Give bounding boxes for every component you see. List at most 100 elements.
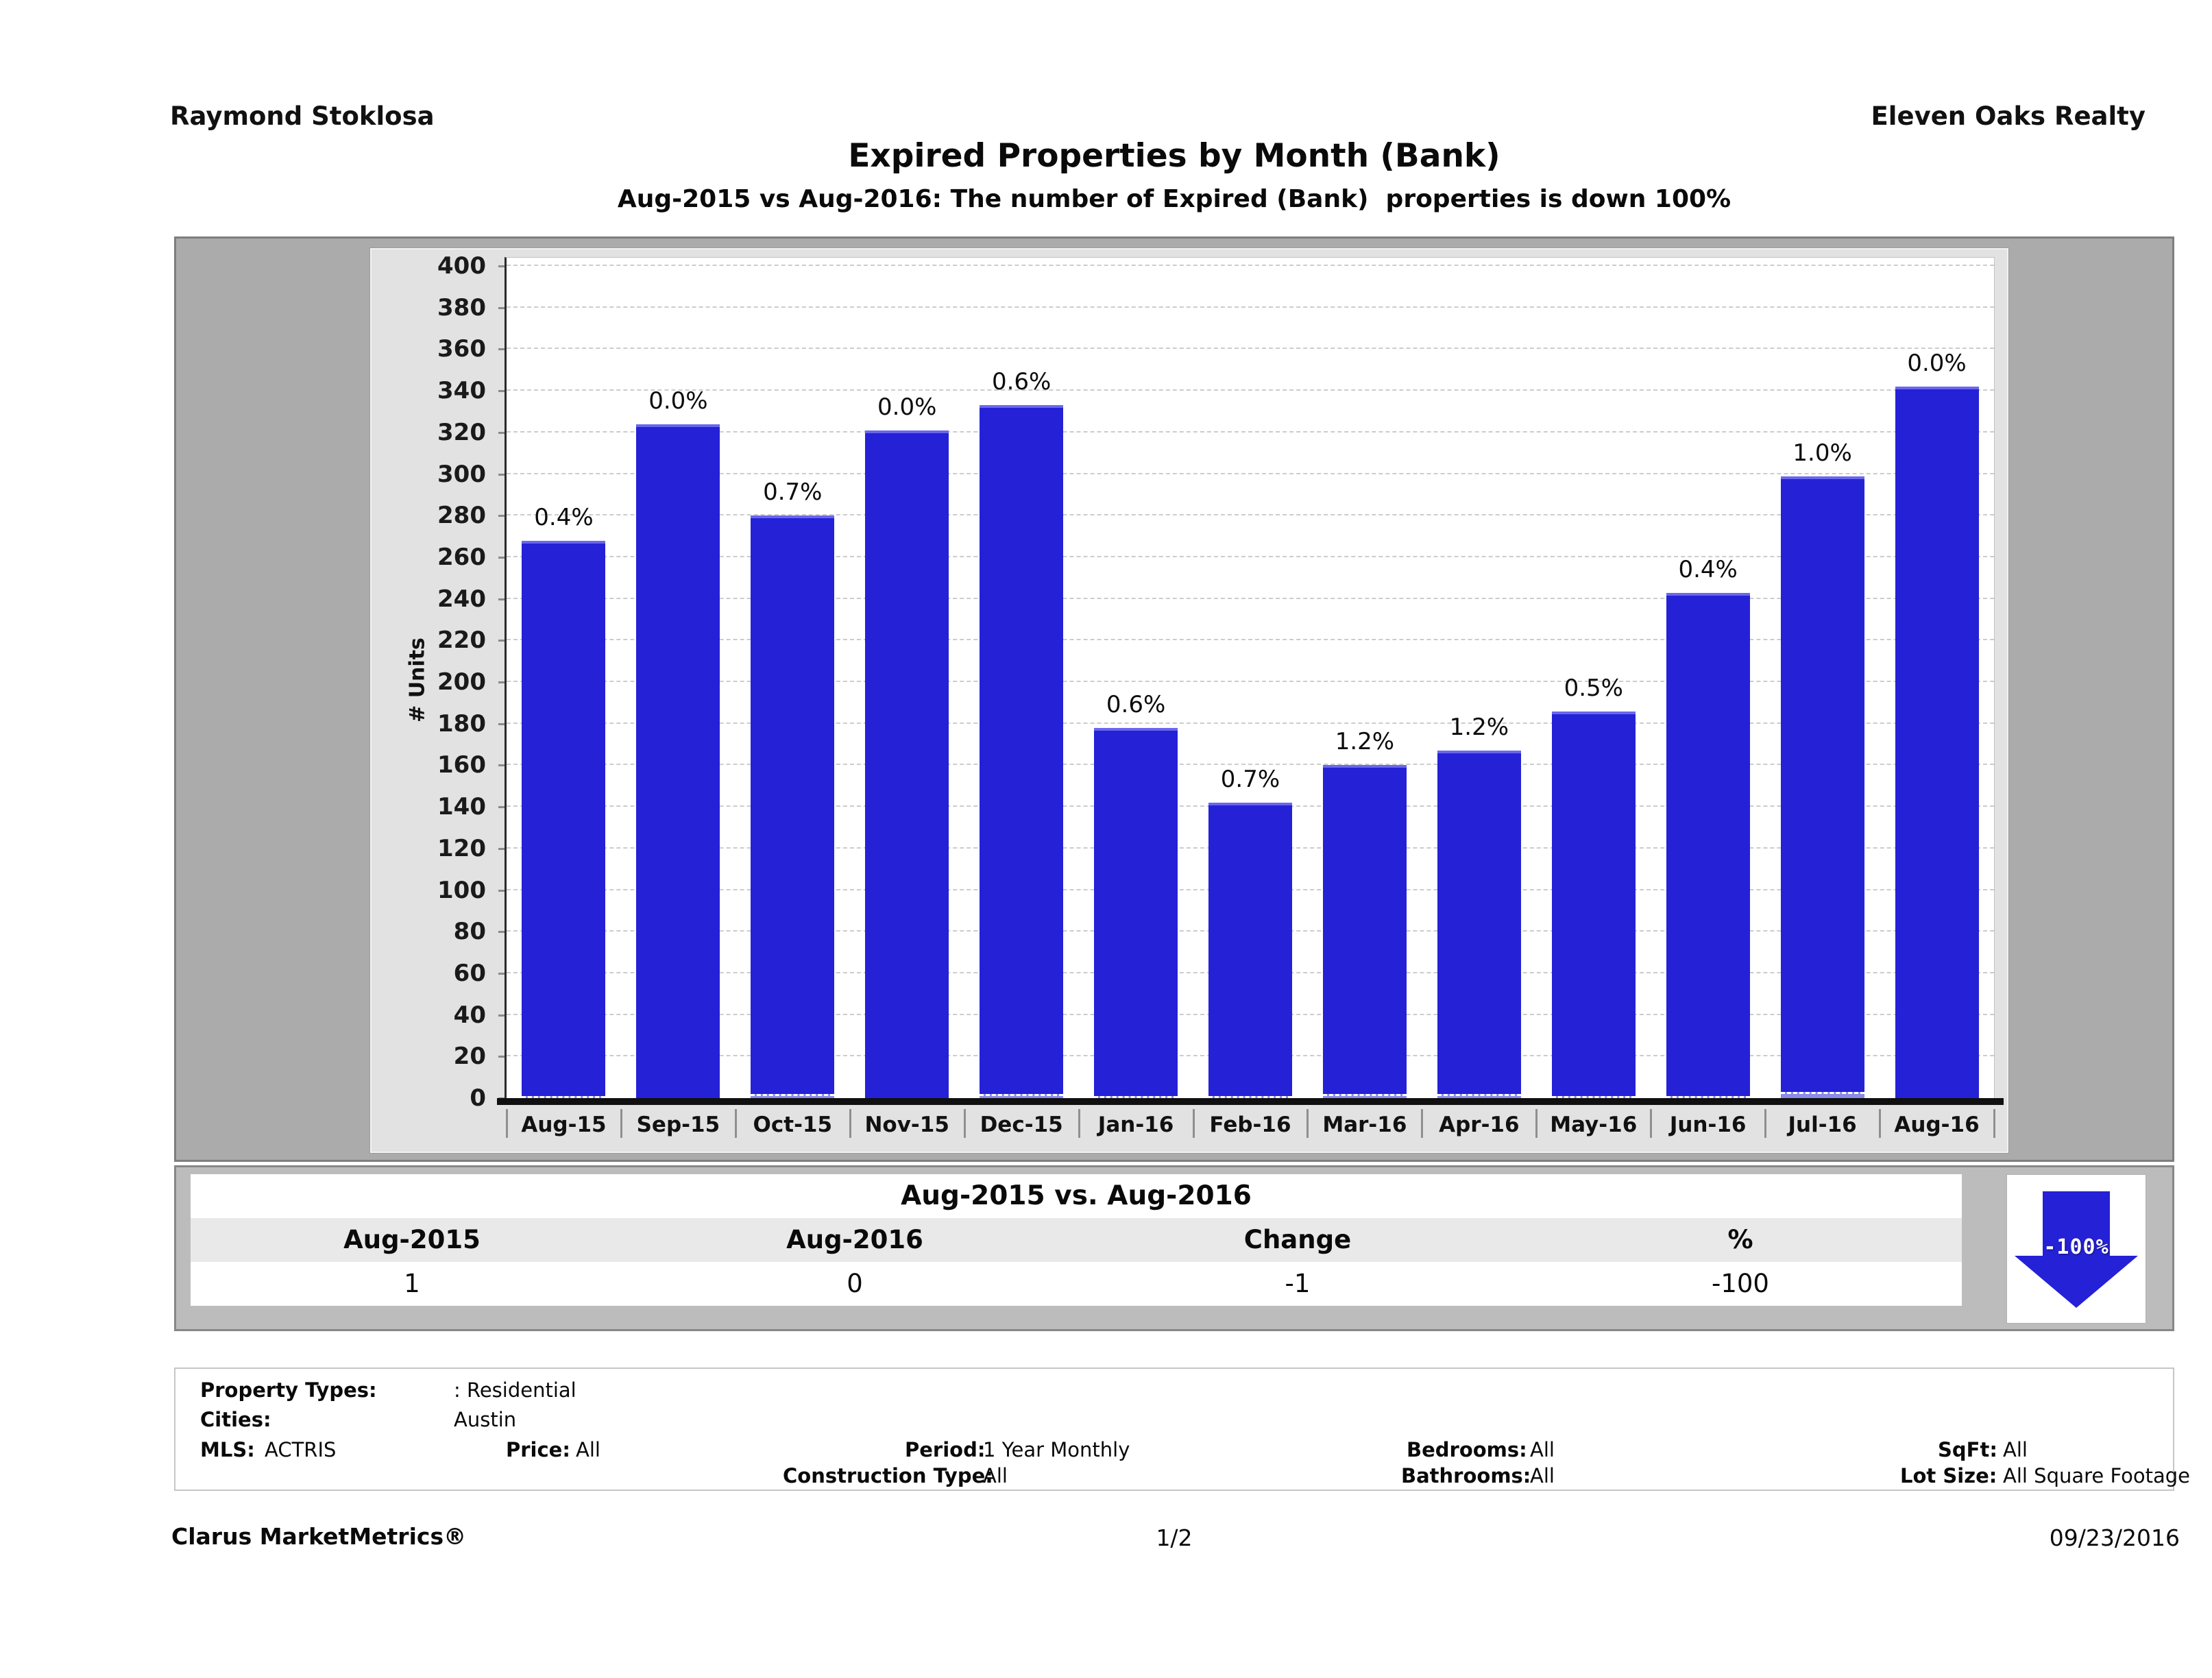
sqft-value: All bbox=[2003, 1438, 2028, 1461]
y-tick-mark bbox=[498, 889, 507, 892]
comparison-panel: Aug-2015 vs. Aug-2016 Aug-2015 Aug-2016 … bbox=[174, 1165, 2174, 1331]
report-date: 09/23/2016 bbox=[2049, 1524, 2180, 1551]
comparison-col-aug-2016: Aug-2016 bbox=[786, 1225, 923, 1254]
y-tick-label: 360 bbox=[437, 335, 486, 363]
y-tick-mark bbox=[498, 640, 507, 642]
down-arrow-icon bbox=[2043, 1191, 2110, 1256]
bar-percent-label: 1.2% bbox=[1449, 714, 1509, 742]
y-tick-label: 180 bbox=[437, 709, 486, 738]
comparison-col-aug-2015: Aug-2015 bbox=[343, 1225, 481, 1254]
chart-frame: # Units 0 20 40 60 80 100 120 140 160 180 200 220 24… bbox=[369, 247, 2009, 1154]
bank-strip bbox=[751, 1093, 835, 1098]
x-tick-label: Apr-16 bbox=[1439, 1112, 1520, 1137]
gridline bbox=[507, 597, 1994, 599]
y-tick-label: 0 bbox=[470, 1084, 486, 1112]
bar-Dec-15 bbox=[980, 405, 1064, 1098]
y-tick-label: 260 bbox=[437, 543, 486, 571]
construction-type-label: Construction Type: bbox=[783, 1464, 993, 1487]
property-types-value: : Residential bbox=[454, 1378, 576, 1402]
x-tick-separator bbox=[849, 1109, 851, 1138]
bedrooms-label: Bedrooms: bbox=[1407, 1438, 1527, 1461]
y-tick-mark bbox=[498, 598, 507, 600]
x-tick-label: Dec-15 bbox=[980, 1112, 1063, 1137]
y-tick-mark bbox=[498, 931, 507, 934]
bar-percent-label: 0.5% bbox=[1564, 674, 1623, 702]
y-tick-label: 380 bbox=[437, 293, 486, 321]
bank-strip bbox=[1208, 1095, 1292, 1098]
bank-strip bbox=[1322, 1093, 1407, 1098]
x-tick-separator bbox=[963, 1109, 966, 1138]
x-tick-label: Aug-15 bbox=[521, 1112, 607, 1137]
bar-percent-label: 1.0% bbox=[1792, 439, 1852, 467]
y-tick-mark bbox=[498, 847, 507, 850]
x-tick-separator bbox=[1535, 1109, 1538, 1138]
comparison-header-row: Aug-2015 Aug-2016 Change % bbox=[191, 1218, 1962, 1262]
x-tick-separator bbox=[734, 1109, 737, 1138]
bar-May-16 bbox=[1551, 711, 1636, 1098]
y-tick-mark bbox=[498, 431, 507, 434]
cities-label: Cities: bbox=[200, 1408, 271, 1431]
bar-percent-label: 0.4% bbox=[534, 503, 594, 531]
bar-percent-label: 0.0% bbox=[877, 393, 937, 421]
gridline bbox=[507, 430, 1994, 433]
y-tick-mark bbox=[498, 515, 507, 518]
x-tick-separator bbox=[1192, 1109, 1195, 1138]
y-tick-label: 280 bbox=[437, 502, 486, 530]
bar-percent-label: 0.7% bbox=[763, 478, 823, 507]
bedrooms-value: All bbox=[1530, 1438, 1555, 1461]
x-tick-separator bbox=[620, 1109, 622, 1138]
y-tick-mark bbox=[498, 390, 507, 393]
x-tick-separator bbox=[506, 1109, 508, 1138]
x-tick-label: Jul-16 bbox=[1788, 1112, 1857, 1137]
y-axis: 0 20 40 60 80 100 120 140 160 180 200 220 240 260 280 3… bbox=[372, 252, 507, 1112]
x-tick-label: Oct-15 bbox=[753, 1112, 833, 1137]
bank-strip bbox=[1437, 1093, 1521, 1098]
gridline bbox=[507, 265, 1994, 266]
bar-band: 0.6% bbox=[1079, 258, 1193, 1098]
bar-Oct-15 bbox=[751, 515, 835, 1098]
x-tick-separator bbox=[1879, 1109, 1882, 1138]
comparison-col-percent: % bbox=[1727, 1225, 1753, 1254]
chart-panel: # Units 0 20 40 60 80 100 120 140 160 180 200 220 24… bbox=[174, 236, 2174, 1162]
y-tick-label: 200 bbox=[437, 668, 486, 696]
bar-Jul-16 bbox=[1780, 476, 1864, 1098]
bathrooms-value: All bbox=[1530, 1464, 1555, 1487]
x-tick-label: May-16 bbox=[1550, 1112, 1638, 1137]
x-tick-separator bbox=[1650, 1109, 1653, 1138]
bar-percent-label: 0.4% bbox=[1678, 555, 1738, 583]
bar-percent-label: 1.2% bbox=[1335, 728, 1395, 756]
y-tick-label: 220 bbox=[437, 627, 486, 655]
y-tick-label: 320 bbox=[437, 418, 486, 446]
x-tick-label: Sep-15 bbox=[636, 1112, 720, 1137]
gridline bbox=[507, 764, 1994, 766]
mls-value: ACTRIS bbox=[265, 1438, 337, 1461]
page-number: 1/2 bbox=[1156, 1524, 1193, 1551]
plot-area: 0.4% 0.0% 0.7% 0.0% 0.6% 0.6% 0.7% 1.2% 1.2% 0.5%… bbox=[497, 257, 2004, 1105]
y-tick-label: 340 bbox=[437, 377, 486, 405]
bar-band: 1.2% bbox=[1307, 258, 1422, 1098]
y-tick-label: 80 bbox=[453, 918, 486, 946]
bank-strip bbox=[1666, 1095, 1750, 1098]
gridline bbox=[507, 348, 1994, 350]
y-tick-mark bbox=[498, 306, 507, 309]
x-tick-label: Nov-15 bbox=[864, 1112, 949, 1137]
bar-band: 0.4% bbox=[507, 258, 621, 1098]
y-tick-mark bbox=[498, 265, 507, 267]
y-tick-mark bbox=[498, 1056, 507, 1058]
bank-strip bbox=[1551, 1095, 1636, 1098]
cities-value: Austin bbox=[454, 1408, 517, 1431]
page-subtitle: Aug-2015 vs Aug-2016: The number of Expi… bbox=[617, 185, 1731, 213]
bar-percent-label: 0.7% bbox=[1220, 766, 1280, 794]
y-tick-mark bbox=[498, 681, 507, 683]
bar-Aug-16 bbox=[1895, 387, 1979, 1098]
gridline bbox=[507, 472, 1994, 474]
value-aug-2015: 1 bbox=[404, 1269, 420, 1298]
bar-band: 1.2% bbox=[1422, 258, 1536, 1098]
gridline bbox=[507, 639, 1994, 641]
trend-arrow-box: -100% bbox=[2006, 1174, 2146, 1324]
bar-Aug-15 bbox=[522, 540, 606, 1098]
comparison-col-change: Change bbox=[1243, 1225, 1352, 1254]
mls-label: MLS: bbox=[200, 1438, 255, 1461]
company-name: Eleven Oaks Realty bbox=[1871, 101, 2146, 131]
bar-Jun-16 bbox=[1666, 592, 1750, 1098]
